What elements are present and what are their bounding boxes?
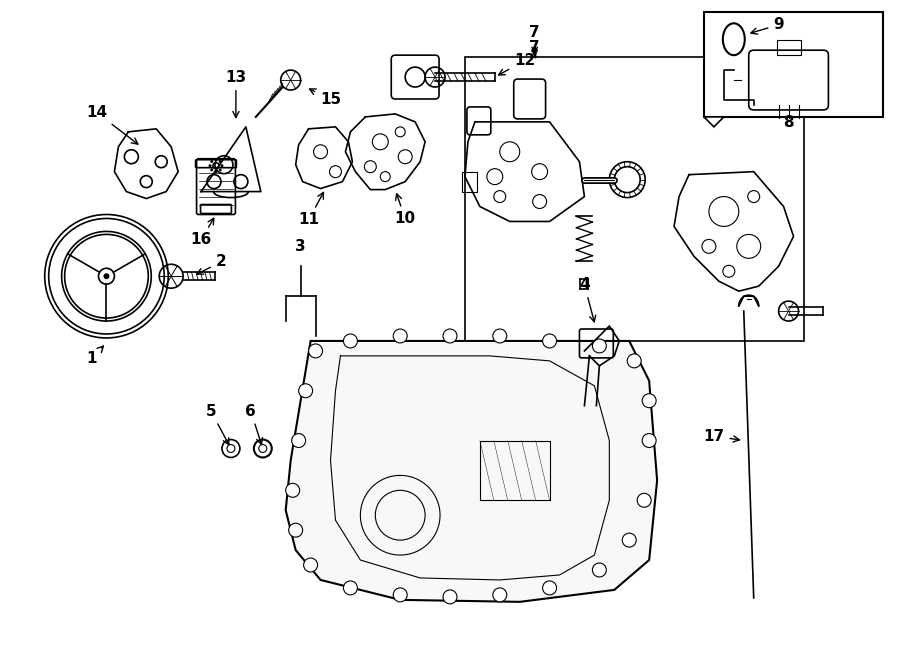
Circle shape (104, 273, 110, 279)
Bar (462, 172, 477, 192)
Text: 7: 7 (529, 40, 540, 55)
Circle shape (344, 334, 357, 348)
Text: 17: 17 (703, 428, 740, 444)
Text: 4: 4 (579, 277, 596, 322)
Polygon shape (285, 341, 657, 602)
Text: 12: 12 (499, 53, 536, 75)
Circle shape (292, 434, 306, 447)
Circle shape (220, 164, 223, 167)
Circle shape (219, 160, 221, 163)
Circle shape (637, 493, 652, 507)
Circle shape (219, 169, 221, 171)
Bar (465, 57, 804, 341)
Circle shape (643, 394, 656, 408)
Circle shape (303, 558, 318, 572)
Circle shape (254, 440, 272, 457)
Text: 7: 7 (529, 25, 540, 40)
Bar (777, 40, 800, 55)
Text: 10: 10 (394, 194, 416, 227)
Circle shape (299, 384, 312, 398)
Circle shape (543, 581, 556, 595)
Bar (704, 13, 883, 117)
Polygon shape (704, 117, 724, 127)
Text: 14: 14 (86, 105, 138, 144)
Circle shape (309, 344, 322, 358)
Text: 8: 8 (783, 115, 794, 130)
Circle shape (98, 268, 114, 284)
Circle shape (214, 170, 218, 173)
Circle shape (622, 533, 636, 547)
Circle shape (493, 329, 507, 343)
Circle shape (214, 158, 218, 161)
Text: 5: 5 (206, 404, 229, 445)
Text: 2: 2 (197, 254, 226, 274)
Circle shape (592, 339, 607, 353)
Circle shape (643, 434, 656, 447)
Text: 11: 11 (298, 192, 323, 227)
Circle shape (493, 588, 507, 602)
Circle shape (627, 354, 641, 368)
Circle shape (211, 169, 213, 171)
Circle shape (393, 588, 407, 602)
Circle shape (209, 164, 212, 167)
Circle shape (289, 524, 302, 537)
Circle shape (443, 329, 457, 343)
Text: 6: 6 (246, 404, 263, 444)
Circle shape (592, 563, 607, 577)
Text: 15: 15 (310, 89, 341, 107)
Text: 13: 13 (225, 70, 247, 118)
Text: 1: 1 (86, 346, 104, 366)
Circle shape (259, 444, 266, 453)
Circle shape (285, 483, 300, 497)
Circle shape (393, 329, 407, 343)
Circle shape (344, 581, 357, 595)
Circle shape (443, 590, 457, 604)
Circle shape (222, 440, 240, 457)
Circle shape (543, 334, 556, 348)
Text: 16: 16 (191, 218, 214, 247)
Circle shape (211, 160, 213, 163)
Text: 9: 9 (751, 17, 784, 34)
Text: 3: 3 (295, 239, 306, 254)
